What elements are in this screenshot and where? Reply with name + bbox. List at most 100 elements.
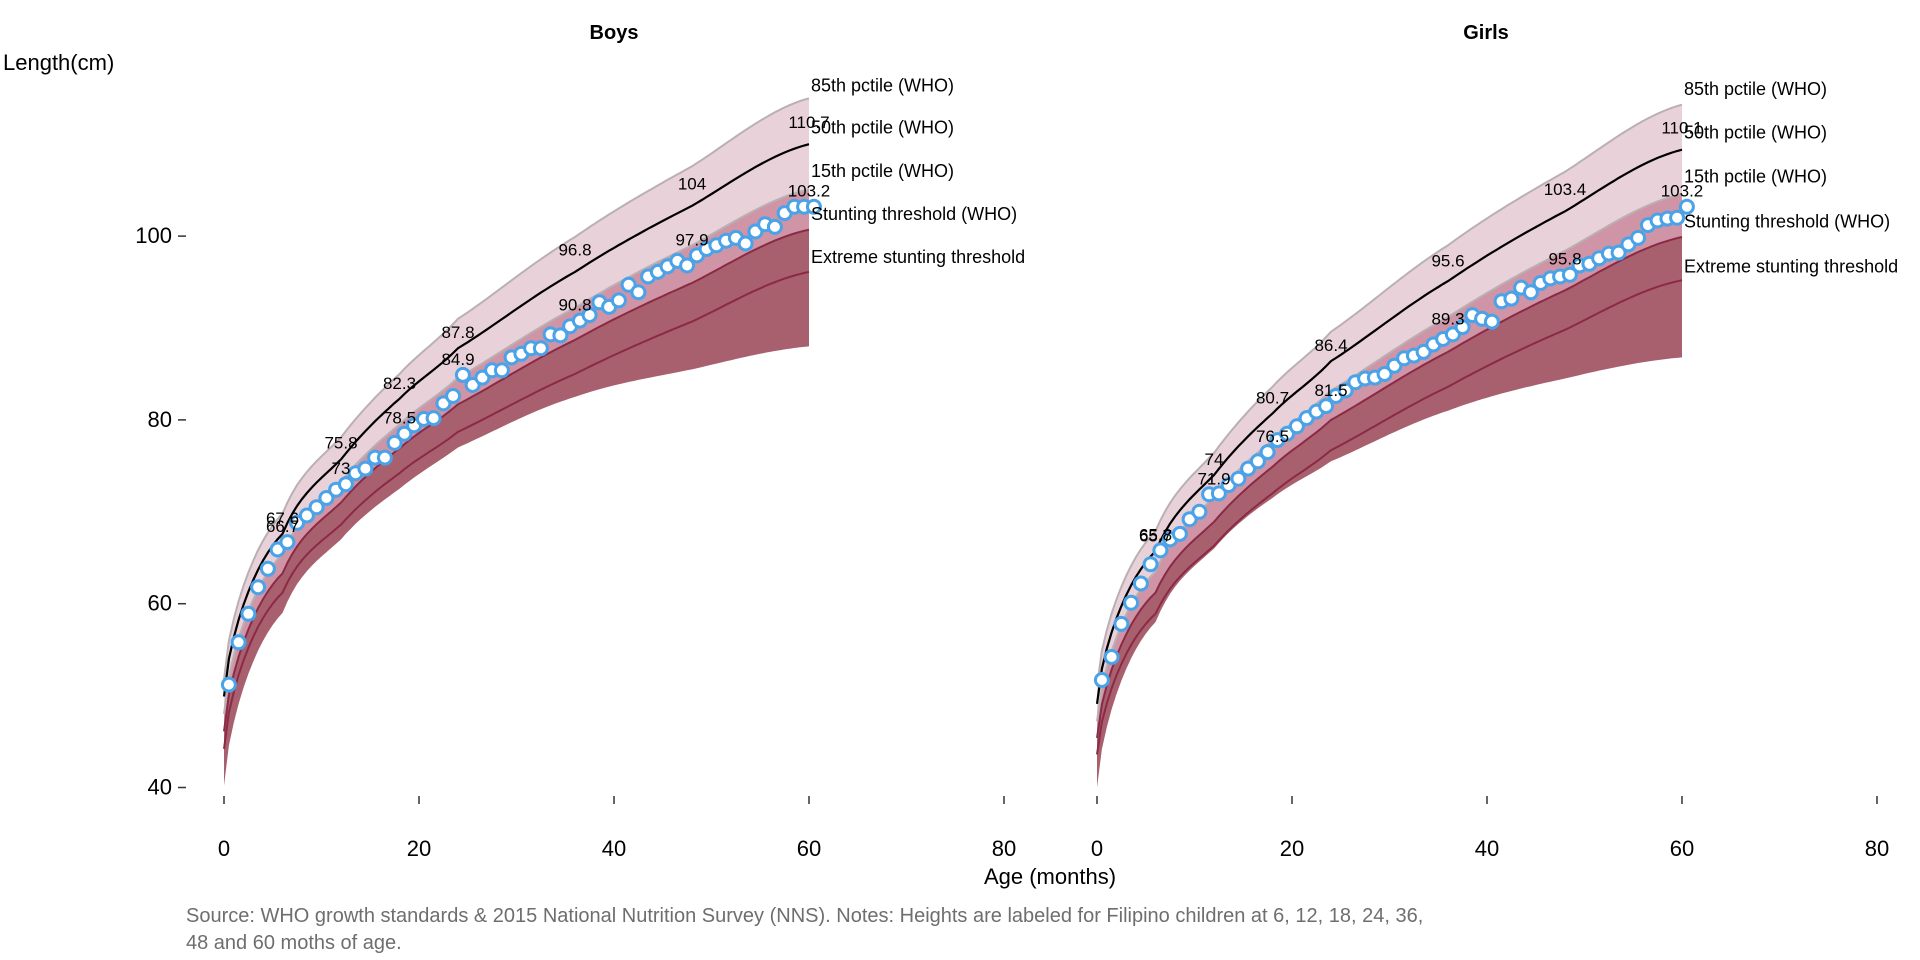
- data-point: [1610, 244, 1627, 261]
- data-point: [1210, 485, 1227, 502]
- y-tick-label: 40: [148, 775, 172, 800]
- data-label: 73: [332, 459, 351, 478]
- data-point: [337, 476, 354, 493]
- band-85-to-15: [1097, 104, 1682, 722]
- data-point: [376, 449, 393, 466]
- data-point: [454, 366, 471, 383]
- line-stunting-threshold: [1096, 236, 1683, 739]
- plot-area: 65.7 74 80.7 86.4 95.6 103.4 110.1 65.8 71.9 76.5…: [1091, 79, 1898, 861]
- line-extreme-stunting: [1096, 279, 1683, 755]
- data-point: [1288, 418, 1305, 435]
- x-tick-label: 60: [1670, 836, 1694, 861]
- panel-boys: Boys 67.6 75.8 82.3 87.8 96.8 104 110.7 66.7 73 7…: [218, 22, 1025, 861]
- data-label: 90.8: [558, 296, 591, 315]
- data-point: [1630, 229, 1647, 246]
- line-stunting-threshold: [223, 228, 810, 732]
- data-label: 95.8: [1548, 250, 1581, 269]
- band-below-stunting: [1097, 237, 1682, 788]
- data-label: 81.5: [1314, 381, 1347, 400]
- x-tick-label: 80: [1865, 836, 1889, 861]
- data-point: [308, 499, 325, 516]
- x-tick-label: 0: [1091, 836, 1103, 861]
- data-point: [1132, 575, 1149, 592]
- x-tick-label: 0: [218, 836, 230, 861]
- data-point: [1171, 525, 1188, 542]
- median-label: 104: [678, 174, 706, 193]
- line-85th-pctile: [223, 97, 810, 680]
- data-point: [230, 634, 247, 651]
- panel-girls: Girls 65.7 74 80.7 86.4 95.6 103.4 110.1 65.8 71…: [1091, 22, 1898, 861]
- data-label: 78.5: [383, 409, 416, 428]
- median-label: 86.4: [1314, 336, 1347, 355]
- line-extreme-stunting: [223, 270, 810, 750]
- x-tick-label: 80: [992, 836, 1016, 861]
- source-note: Source: WHO growth standards & 2015 Nati…: [186, 905, 1424, 954]
- data-point: [1249, 453, 1266, 470]
- band-below-stunting: [224, 229, 809, 786]
- data-point: [1123, 594, 1140, 611]
- data-point: [1522, 284, 1539, 301]
- data-point: [1454, 319, 1471, 336]
- data-point: [298, 507, 315, 524]
- data-point: [1669, 209, 1686, 226]
- data-point: [386, 434, 403, 451]
- x-tick-label: 60: [797, 836, 821, 861]
- data-point: [581, 307, 598, 324]
- band-name-label: Stunting threshold (WHO): [1684, 211, 1890, 231]
- median-label: 74: [1205, 450, 1224, 469]
- data-label: 97.9: [675, 230, 708, 249]
- band-85-to-15: [224, 98, 809, 715]
- data-point: [766, 218, 783, 235]
- data-point: [552, 327, 569, 344]
- data-point: [805, 198, 822, 215]
- y-axis: Length(cm) 40 60 80 100: [3, 50, 186, 800]
- data-point: [259, 560, 276, 577]
- data-point: [679, 257, 696, 274]
- band-name-label: 50th pctile (WHO): [1684, 122, 1827, 142]
- data-point: [220, 676, 237, 693]
- band-name-label: Extreme stunting threshold: [1684, 256, 1898, 276]
- band-name-label: 15th pctile (WHO): [811, 161, 954, 181]
- data-point: [1152, 542, 1169, 559]
- data-point: [1142, 556, 1159, 573]
- data-point: [1113, 615, 1130, 632]
- data-point: [240, 605, 257, 622]
- data-point: [630, 284, 647, 301]
- band-name-label: 50th pctile (WHO): [811, 118, 954, 138]
- line-50th-pctile: [1095, 148, 1683, 705]
- median-label: 67.6: [266, 509, 299, 528]
- data-point: [1191, 503, 1208, 520]
- data-point: [279, 534, 296, 551]
- growth-chart: Boys 67.6 75.8 82.3 87.8 96.8 104 110.7 66.7 73 7…: [3, 22, 1898, 889]
- median-label: 65.7: [1139, 526, 1172, 545]
- median-label: 96.8: [558, 241, 591, 260]
- band-name-label: Extreme stunting threshold: [811, 247, 1025, 267]
- data-point: [610, 292, 627, 309]
- data-point: [1561, 266, 1578, 283]
- data-point: [1483, 313, 1500, 330]
- median-label: 95.6: [1431, 252, 1464, 271]
- median-label: 110.1: [1661, 118, 1702, 137]
- data-point: [425, 410, 442, 427]
- data-label: 65.8: [1139, 525, 1172, 544]
- band-name-label: 15th pctile (WHO): [1684, 166, 1827, 186]
- line-50th-pctile: [222, 143, 810, 697]
- x-tick-label: 20: [1280, 836, 1304, 861]
- y-tick-label: 60: [148, 591, 172, 616]
- x-tick-label: 40: [1475, 836, 1499, 861]
- y-axis-label: Length(cm): [3, 50, 114, 75]
- data-point: [318, 490, 335, 506]
- data-label: 76.5: [1256, 427, 1289, 446]
- data-point: [1259, 444, 1276, 461]
- median-label: 75.8: [324, 433, 357, 452]
- data-point: [1337, 382, 1354, 399]
- x-axis-label: Age (months): [984, 864, 1116, 889]
- x-tick-label: 20: [407, 836, 431, 861]
- median-label: 87.8: [441, 323, 474, 342]
- line-85th-pctile: [1096, 103, 1683, 687]
- data-point: [250, 579, 267, 596]
- band-name-label: Stunting threshold (WHO): [811, 204, 1017, 224]
- data-label: 103.2: [788, 182, 831, 201]
- plot-area: 67.6 75.8 82.3 87.8 96.8 104 110.7 66.7 73 78.5 84…: [218, 75, 1025, 861]
- data-point: [1103, 649, 1120, 665]
